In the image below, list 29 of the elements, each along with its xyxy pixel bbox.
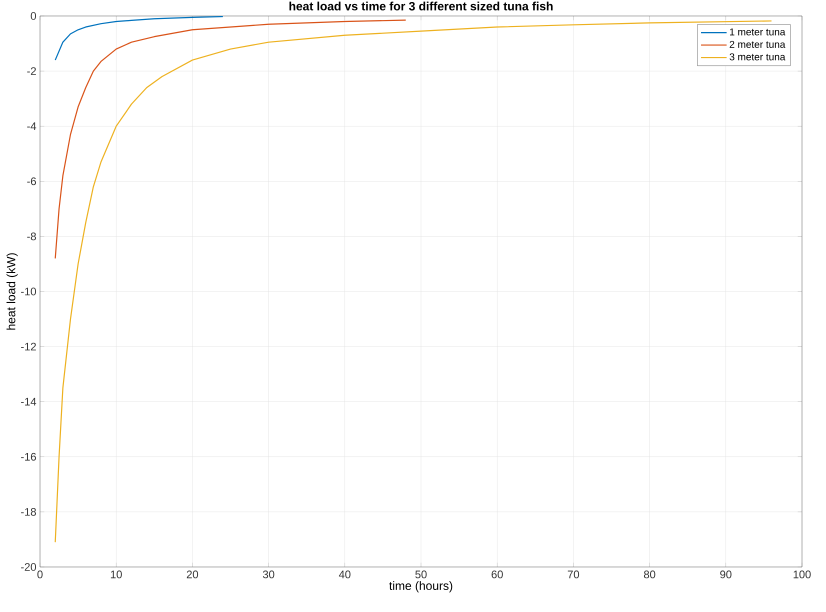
y-tick-label: -4 <box>27 122 36 130</box>
y-tick-label: -14 <box>21 398 36 406</box>
x-tick-label: 100 <box>794 570 811 578</box>
legend-label: 2 meter tuna <box>730 40 786 48</box>
x-tick-label: 80 <box>644 570 656 578</box>
y-tick-label: -8 <box>27 232 36 240</box>
x-tick-label: 10 <box>110 570 122 578</box>
y-tick-label: -16 <box>21 452 36 461</box>
y-axis-title: heat load (kW) <box>6 253 18 330</box>
y-tick-label: -2 <box>27 67 36 75</box>
chart-title: heat load vs time for 3 different sized tuna fish <box>289 2 553 10</box>
x-axis-title: time (hours) <box>389 581 452 592</box>
y-tick-label: -12 <box>21 342 36 350</box>
y-tick-label: 0 <box>30 12 36 20</box>
x-tick-label: 30 <box>262 570 274 578</box>
y-tick-label: -6 <box>27 177 36 186</box>
y-tick-label: -18 <box>21 508 36 516</box>
x-tick-label: 70 <box>568 570 580 578</box>
y-tick-label: -20 <box>21 563 36 571</box>
x-tick-label: 40 <box>338 570 350 578</box>
legend-label: 1 meter tuna <box>730 28 786 36</box>
legend-label: 3 meter tuna <box>730 53 786 60</box>
x-tick-label: 20 <box>186 570 198 578</box>
line-series <box>54 16 224 61</box>
y-tick-label: -10 <box>21 288 36 296</box>
x-tick-label: 50 <box>415 570 427 578</box>
x-tick-label: 0 <box>37 570 43 578</box>
x-tick-label: 60 <box>492 570 503 578</box>
x-tick-label: 90 <box>720 570 732 578</box>
